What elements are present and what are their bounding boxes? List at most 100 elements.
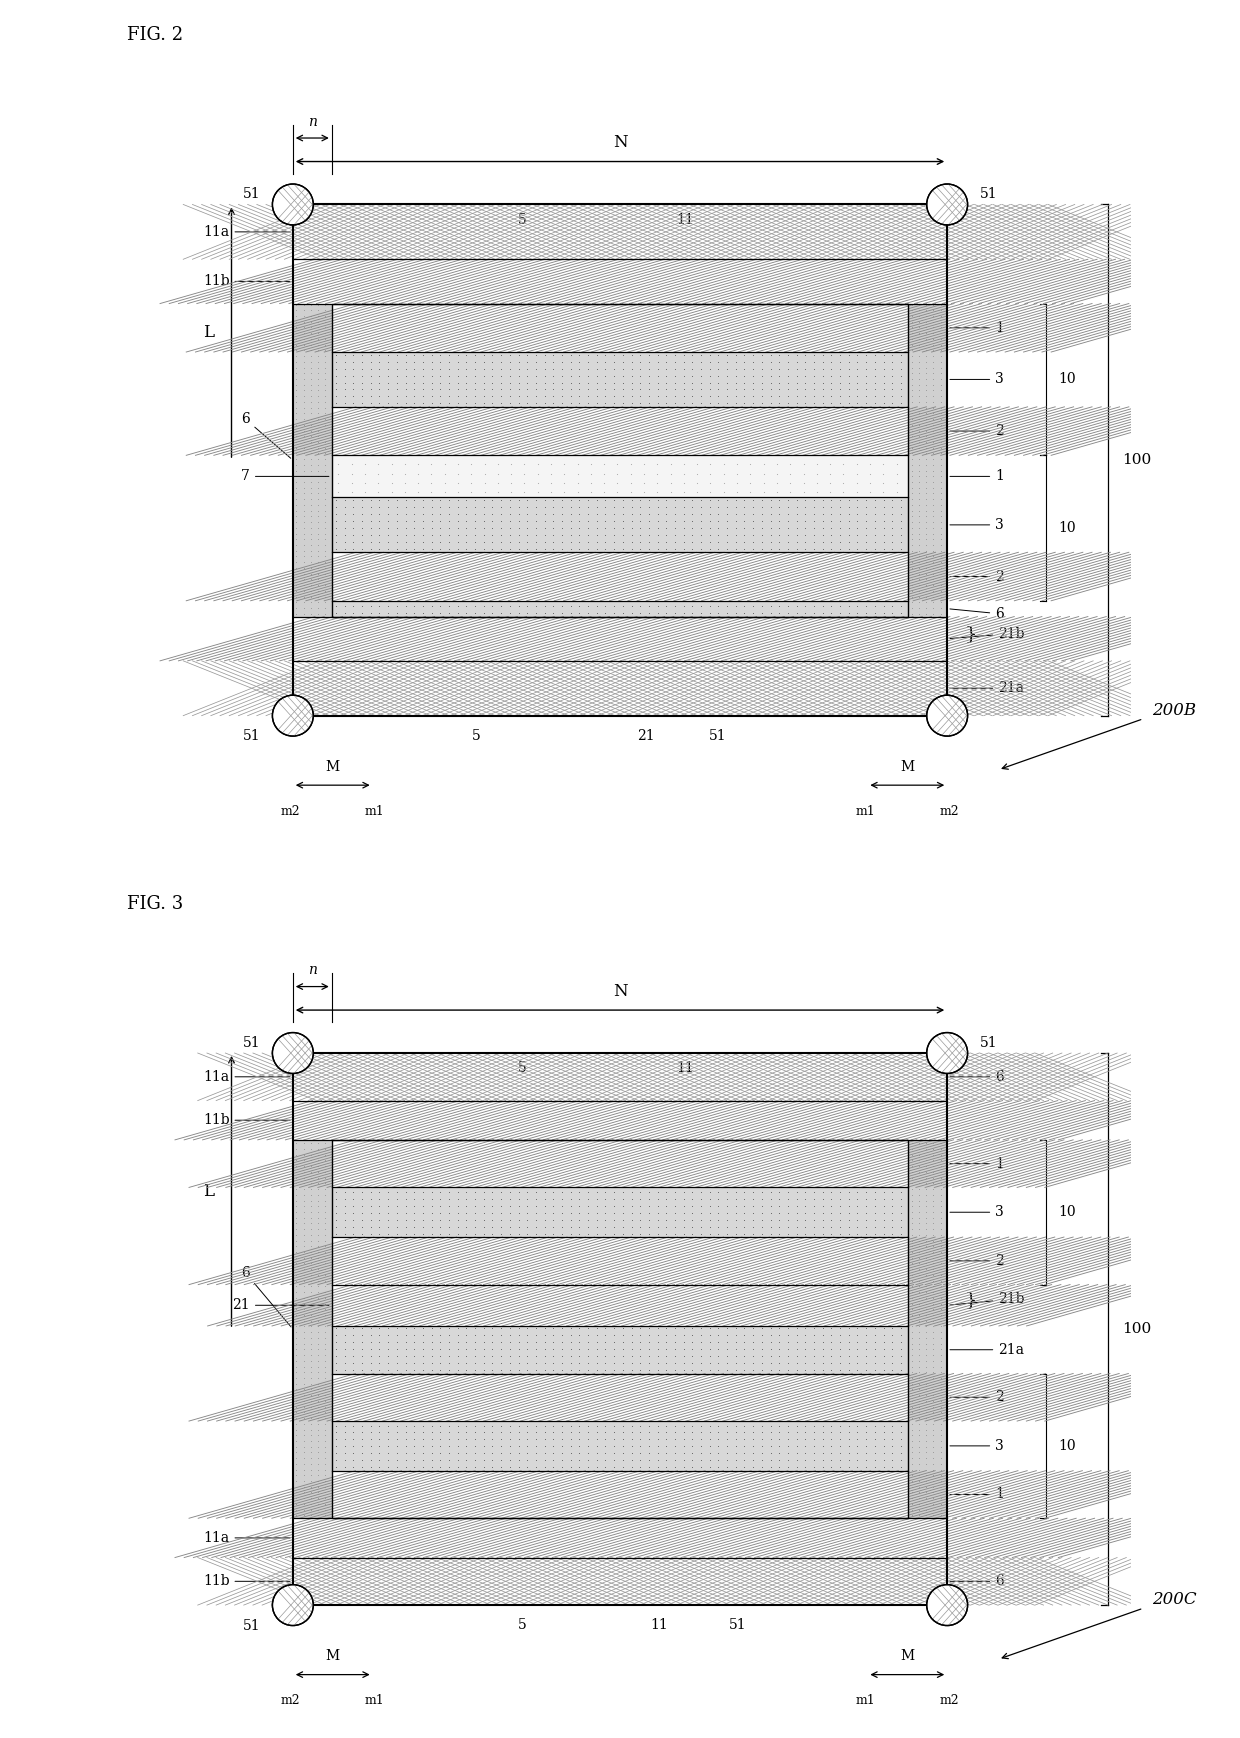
Circle shape — [273, 1032, 314, 1074]
Text: 11: 11 — [651, 1618, 668, 1632]
Text: 3: 3 — [950, 518, 1004, 532]
Text: 21: 21 — [232, 1298, 329, 1312]
Text: n: n — [308, 963, 316, 977]
Bar — [293, 1053, 947, 1100]
Text: 51: 51 — [980, 1036, 997, 1050]
Text: 11: 11 — [677, 1062, 694, 1076]
Bar — [293, 660, 947, 716]
Text: 51: 51 — [243, 1036, 260, 1050]
Bar — [293, 1140, 331, 1519]
Circle shape — [926, 1032, 967, 1074]
Circle shape — [273, 1585, 314, 1625]
Text: 3: 3 — [950, 1204, 1004, 1220]
Text: 10: 10 — [1059, 1439, 1076, 1453]
Text: m1: m1 — [365, 1695, 384, 1707]
Circle shape — [926, 1585, 967, 1625]
Bar — [331, 1237, 909, 1284]
Text: }: } — [965, 1291, 977, 1309]
Bar — [293, 304, 331, 617]
Bar — [331, 1422, 909, 1470]
Circle shape — [273, 184, 314, 224]
Text: 51: 51 — [243, 1618, 260, 1632]
Bar — [331, 304, 909, 353]
Text: 100: 100 — [1122, 1323, 1151, 1337]
Text: 3: 3 — [950, 372, 1004, 386]
Text: 11b: 11b — [203, 1575, 290, 1589]
Text: }: } — [965, 624, 977, 643]
Text: 2: 2 — [950, 1253, 1004, 1267]
Bar — [331, 407, 909, 455]
Bar — [331, 407, 909, 455]
Bar — [293, 1053, 947, 1100]
Text: 1: 1 — [950, 322, 1004, 335]
Circle shape — [926, 1032, 967, 1074]
Bar — [331, 1326, 909, 1373]
Text: L: L — [203, 1182, 215, 1199]
Bar — [293, 259, 947, 304]
Bar — [331, 1284, 909, 1326]
Text: m2: m2 — [940, 805, 959, 817]
Text: m1: m1 — [856, 1695, 875, 1707]
Text: 200C: 200C — [1152, 1592, 1197, 1608]
Text: 2: 2 — [950, 1390, 1004, 1404]
Text: 7: 7 — [241, 469, 329, 483]
Text: 6: 6 — [241, 412, 290, 459]
Text: 11b: 11b — [203, 1114, 290, 1128]
Bar — [331, 1373, 909, 1422]
Text: 1: 1 — [950, 1488, 1004, 1502]
Bar — [331, 1140, 909, 1187]
Text: 21b: 21b — [950, 1291, 1024, 1307]
Text: N: N — [613, 984, 627, 999]
Bar — [331, 553, 909, 601]
Text: 11a: 11a — [203, 1071, 290, 1085]
Text: 21b: 21b — [950, 627, 1024, 641]
Text: 51: 51 — [243, 730, 260, 744]
Text: 6: 6 — [950, 1575, 1004, 1589]
Circle shape — [273, 184, 314, 224]
Circle shape — [926, 695, 967, 737]
Bar — [331, 1373, 909, 1422]
Text: 21a: 21a — [950, 1343, 1024, 1357]
Circle shape — [273, 695, 314, 737]
Text: 1: 1 — [950, 1158, 1004, 1171]
Text: FIG. 3: FIG. 3 — [128, 895, 184, 912]
Text: 10: 10 — [1059, 521, 1076, 535]
Text: m2: m2 — [281, 1695, 300, 1707]
Text: 11a: 11a — [203, 1531, 290, 1545]
Bar — [331, 304, 909, 617]
Text: 51: 51 — [729, 1618, 746, 1632]
Bar — [293, 617, 947, 660]
Bar — [331, 1187, 909, 1237]
Text: 51: 51 — [243, 188, 260, 202]
Text: 2: 2 — [950, 424, 1004, 438]
Text: 5: 5 — [517, 1618, 526, 1632]
Bar — [331, 1470, 909, 1519]
Text: 51: 51 — [980, 188, 997, 202]
Bar — [909, 1140, 947, 1519]
Text: FIG. 2: FIG. 2 — [128, 26, 184, 43]
Bar — [331, 497, 909, 553]
Bar — [331, 1237, 909, 1284]
Bar — [331, 353, 909, 407]
Text: 5: 5 — [517, 212, 526, 226]
Bar — [331, 601, 909, 617]
Text: M: M — [900, 760, 914, 773]
Text: 21a: 21a — [950, 681, 1024, 695]
Bar — [331, 1140, 909, 1519]
Text: 2: 2 — [950, 570, 1004, 584]
Bar — [331, 553, 909, 601]
Circle shape — [273, 1032, 314, 1074]
Text: M: M — [900, 1649, 914, 1663]
Text: 6: 6 — [241, 1265, 291, 1326]
Bar — [293, 1519, 947, 1557]
Bar — [293, 259, 947, 304]
Bar — [293, 1100, 947, 1140]
Text: m2: m2 — [940, 1695, 959, 1707]
Text: 1: 1 — [950, 469, 1004, 483]
Bar — [331, 1470, 909, 1519]
Text: 5: 5 — [517, 1062, 526, 1076]
Circle shape — [926, 184, 967, 224]
Circle shape — [926, 184, 967, 224]
Text: m1: m1 — [856, 805, 875, 817]
Bar — [909, 304, 947, 617]
